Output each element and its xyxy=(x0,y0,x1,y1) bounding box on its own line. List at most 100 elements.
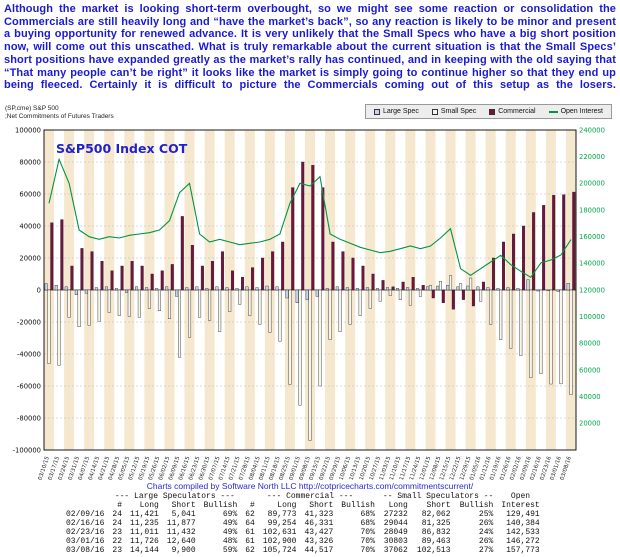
bar-large-spec xyxy=(74,289,78,296)
credit-link[interactable]: http://cotpricecharts.com/commitmentscur… xyxy=(298,481,474,491)
table-value-cell: 140,384 xyxy=(506,519,540,528)
bar-large-spec xyxy=(135,286,139,291)
bar-large-spec xyxy=(235,288,239,291)
bar-large-spec xyxy=(486,287,490,291)
bar-large-spec xyxy=(536,289,540,292)
table-value-cell: 11,726 xyxy=(130,537,159,546)
open-interest-line-icon xyxy=(548,110,558,113)
bar-commercial xyxy=(100,260,104,291)
bar-small-spec xyxy=(137,289,141,318)
table-value-cell: 22 xyxy=(112,537,123,546)
bar-large-spec xyxy=(295,289,299,304)
bar-large-spec xyxy=(456,286,460,291)
legend-item-small-spec: Small Spec xyxy=(431,108,476,115)
table-group-header: -- Small Speculators -- xyxy=(382,492,494,501)
table-sub-header: # xyxy=(117,501,123,510)
table-value-cell: 102,513 xyxy=(416,546,451,555)
bar-small-spec xyxy=(519,289,523,356)
bar-large-spec xyxy=(365,287,369,291)
bar-small-spec xyxy=(107,289,111,313)
table-value-cell: 62 xyxy=(245,510,255,519)
bar-large-spec xyxy=(215,286,219,291)
bar-commercial xyxy=(572,191,576,291)
bar-commercial xyxy=(241,276,245,291)
table-group-header: --- Commercial --- xyxy=(266,492,354,501)
right-axis-label: 240000 xyxy=(579,126,605,134)
table-value-cell: 48% xyxy=(222,537,238,546)
bar-small-spec xyxy=(328,289,332,340)
bar-small-spec xyxy=(529,289,533,378)
bar-large-spec xyxy=(64,286,68,291)
table-date-cell: 02/23/16 xyxy=(66,528,105,537)
bar-commercial xyxy=(130,260,134,291)
bar-small-spec xyxy=(67,289,71,318)
table-value-cell: 27% xyxy=(478,546,494,555)
table-sub-header: Bullish xyxy=(459,501,494,510)
bar-commercial xyxy=(431,289,435,299)
bar-commercial xyxy=(471,289,475,307)
bar-small-spec xyxy=(499,289,503,340)
bar-small-spec xyxy=(539,289,543,374)
bar-commercial xyxy=(532,212,536,291)
bar-small-spec xyxy=(459,283,463,291)
table-value-cell: 11,421 xyxy=(130,510,159,519)
bar-small-spec xyxy=(398,289,402,300)
bar-small-spec xyxy=(418,289,422,297)
bar-commercial xyxy=(321,187,325,291)
bar-large-spec xyxy=(315,289,319,297)
table-value-cell: 146,272 xyxy=(506,537,540,546)
large-spec-swatch-icon xyxy=(374,108,381,115)
left-axis-label: 100000 xyxy=(15,126,41,134)
bar-commercial xyxy=(522,225,526,291)
table-date-cell: 03/01/16 xyxy=(66,537,105,546)
bar-small-spec xyxy=(559,289,563,385)
bar-small-spec xyxy=(238,289,242,305)
bar-commercial xyxy=(261,257,265,291)
bar-large-spec xyxy=(476,286,480,291)
table-value-cell: 70% xyxy=(360,528,375,537)
bar-large-spec xyxy=(185,287,189,291)
bar-large-spec xyxy=(426,286,430,291)
table-value-cell: 29044 xyxy=(383,519,408,528)
bar-commercial xyxy=(341,251,345,291)
table-row: 03/01/16 22 11,726 12,640 48% 61 102,900 43,326… xyxy=(62,537,544,546)
bar-commercial xyxy=(361,265,365,291)
table-sub-header: Short xyxy=(309,501,334,510)
bar-large-spec xyxy=(84,289,88,294)
left-axis-label: 80000 xyxy=(19,158,41,166)
bar-large-spec xyxy=(556,289,560,292)
bar-commercial xyxy=(371,273,375,291)
bar-small-spec xyxy=(117,289,121,316)
left-axis-label: 20000 xyxy=(19,254,41,262)
table-value-cell: 99,254 xyxy=(267,519,297,528)
table-sub-header: Short xyxy=(171,501,196,510)
bar-large-spec xyxy=(386,287,390,291)
table-sub-header: Long xyxy=(388,501,408,510)
table-value-cell: 102,900 xyxy=(262,537,297,546)
bar-large-spec xyxy=(155,288,159,291)
bar-small-spec xyxy=(298,289,302,406)
table-value-cell: 24% xyxy=(478,528,494,537)
bar-small-spec xyxy=(77,289,81,327)
table-sub-header: # xyxy=(250,501,255,510)
table-value-cell: 11,011 xyxy=(130,528,159,537)
bar-small-spec xyxy=(449,275,453,291)
bar-large-spec xyxy=(526,279,530,291)
bar-large-spec xyxy=(175,289,179,297)
bar-commercial xyxy=(491,257,495,291)
bar-large-spec xyxy=(566,283,570,291)
table-row: 02/09/16 24 11,421 5,041 69% 62 89,773 41,323 68… xyxy=(62,510,544,519)
bar-commercial xyxy=(180,216,184,291)
bar-commercial xyxy=(271,251,275,291)
bar-commercial xyxy=(401,281,405,291)
table-value-cell: 43,427 xyxy=(304,528,334,537)
right-axis-label: 180000 xyxy=(579,206,605,214)
bar-large-spec xyxy=(396,288,400,291)
bar-commercial xyxy=(90,251,94,291)
table-group-header: --- Large Speculators --- xyxy=(114,492,235,501)
table-value-cell: 64 xyxy=(245,519,255,528)
bar-commercial xyxy=(60,219,64,291)
bar-small-spec xyxy=(308,289,312,441)
bar-commercial xyxy=(301,161,305,291)
bar-small-spec xyxy=(489,289,493,325)
